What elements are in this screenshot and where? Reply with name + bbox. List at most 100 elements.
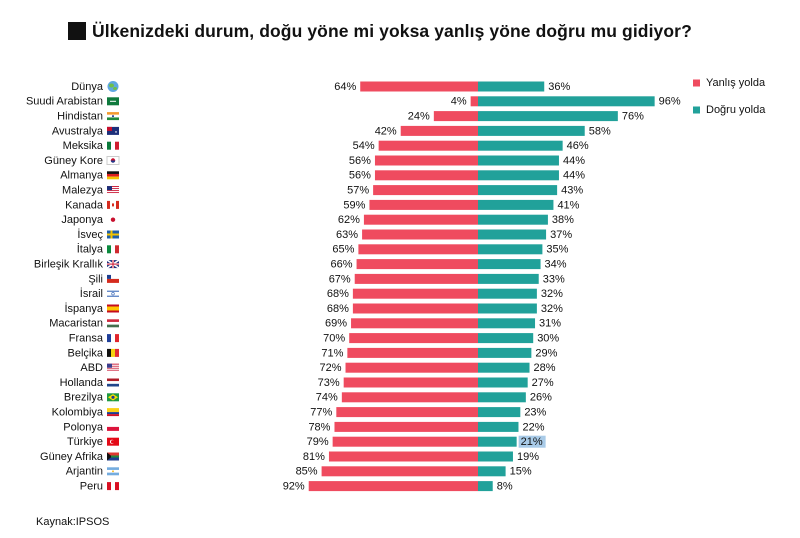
flag-es-icon <box>107 304 119 307</box>
flag-co-icon <box>107 408 119 413</box>
bar-wrong <box>347 347 478 358</box>
chart-title: Ülkenizdeki durum, doğu yöne mi yoksa ya… <box>68 18 692 44</box>
chart-title-text: Ülkenizdeki durum, doğu yöne mi yoksa ya… <box>92 20 692 41</box>
bar-wrong <box>352 303 478 314</box>
value-label-right: 19% <box>517 451 539 463</box>
flag-be-icon <box>107 348 111 357</box>
bar-wrong <box>332 436 478 447</box>
country-label: Belçika <box>68 347 104 359</box>
value-label-right: 37% <box>550 229 572 241</box>
bar-right <box>478 466 506 477</box>
flag-ar-icon <box>112 470 114 473</box>
bar-wrong <box>345 362 478 373</box>
flag-de-icon <box>107 173 119 177</box>
bar-right <box>478 347 532 358</box>
flag-in-icon <box>107 117 119 121</box>
country-label: Japonya <box>61 214 103 226</box>
bar-right <box>478 81 545 92</box>
country-label: Peru <box>80 481 103 493</box>
country-label: Kolombiya <box>52 407 104 419</box>
bar-right <box>478 111 618 122</box>
flag-ca-icon <box>112 203 114 207</box>
flag-us-icon <box>107 367 119 369</box>
bar-right <box>478 362 530 373</box>
bar-right <box>478 199 554 210</box>
value-label-wrong: 4% <box>451 96 467 108</box>
flag-sa-icon <box>110 100 116 102</box>
country-label: Almanya <box>60 170 104 182</box>
bar-wrong <box>356 259 478 270</box>
flag-za-icon <box>107 452 112 461</box>
value-label-wrong: 78% <box>308 421 330 433</box>
flag-us-icon <box>107 363 112 368</box>
flag-de-icon <box>107 171 119 174</box>
flag-kr-icon <box>110 160 116 163</box>
value-label-wrong: 73% <box>318 377 340 389</box>
country-label: Arjantin <box>66 466 103 478</box>
value-label-right: 46% <box>567 140 589 152</box>
value-label-right: 27% <box>532 377 554 389</box>
flag-fr-icon <box>115 334 119 343</box>
bar-right <box>478 259 541 270</box>
flag-za-icon <box>107 452 119 457</box>
flag-kr-icon <box>106 156 120 165</box>
bar-wrong <box>354 273 478 284</box>
value-label-right: 38% <box>552 214 574 226</box>
value-label-right: 58% <box>589 125 611 137</box>
bar-right <box>478 125 585 136</box>
value-label-right: 44% <box>563 155 585 167</box>
flag-us-icon <box>107 363 119 365</box>
value-highlight <box>518 435 546 448</box>
bar-right <box>478 333 534 344</box>
value-label-right: 35% <box>546 244 568 256</box>
bar-wrong <box>378 140 478 151</box>
flag-pl-icon <box>107 426 119 431</box>
value-label-wrong: 74% <box>316 392 338 404</box>
flag-br-icon <box>111 395 115 399</box>
flag-us-icon <box>107 365 119 367</box>
flag-co-icon <box>107 414 119 417</box>
flag-hu-icon <box>107 324 119 328</box>
flag-cl-icon <box>107 274 119 279</box>
bar-wrong <box>362 229 478 240</box>
bar-wrong <box>373 185 478 196</box>
flag-il-icon <box>107 295 119 297</box>
value-label-wrong: 64% <box>334 81 356 93</box>
bar-right <box>478 170 559 181</box>
flag-us-icon <box>107 366 119 368</box>
value-label-wrong: 63% <box>336 229 358 241</box>
legend-label: Doğru yolda <box>706 104 766 116</box>
country-label: Hindistan <box>57 111 103 123</box>
flag-ca-icon <box>116 200 119 209</box>
value-label-wrong: 56% <box>349 170 371 182</box>
flag-il-icon <box>107 290 119 292</box>
flag-za-icon <box>111 455 119 458</box>
legend-swatch <box>693 79 700 87</box>
flag-de-icon <box>107 176 119 180</box>
flag-tr-icon <box>111 440 115 444</box>
value-label-wrong: 57% <box>347 185 369 197</box>
bar-wrong <box>374 155 478 166</box>
value-label-right: 31% <box>539 318 561 330</box>
value-label-right: 41% <box>557 199 579 211</box>
bar-right <box>478 140 563 151</box>
bar-right <box>478 229 547 240</box>
value-label-wrong: 70% <box>323 333 345 345</box>
value-label-wrong: 68% <box>327 303 349 315</box>
flag-gb-icon <box>107 263 119 265</box>
value-label-wrong: 79% <box>307 436 329 448</box>
flag-fr-icon <box>107 334 111 343</box>
value-label-right: 32% <box>541 288 563 300</box>
bar-wrong <box>358 244 478 255</box>
bar-right <box>478 96 655 107</box>
value-label-wrong: 69% <box>325 318 347 330</box>
flag-nl-icon <box>107 381 119 384</box>
country-label: ABD <box>80 362 103 374</box>
bar-right <box>478 436 517 447</box>
country-label: Birleşik Krallık <box>34 259 104 271</box>
country-label: Malezya <box>62 185 104 197</box>
value-label-wrong: 85% <box>296 466 318 478</box>
value-label-right: 33% <box>543 273 565 285</box>
flag-my-icon <box>107 186 112 191</box>
flag-cl-icon <box>107 278 119 283</box>
